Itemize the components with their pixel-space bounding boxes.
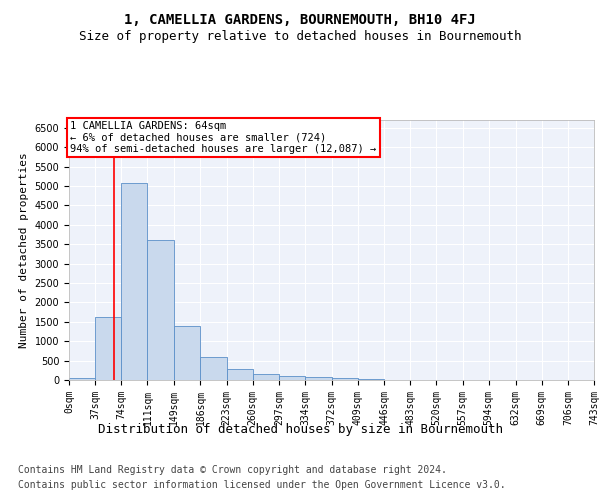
Text: 1, CAMELLIA GARDENS, BOURNEMOUTH, BH10 4FJ: 1, CAMELLIA GARDENS, BOURNEMOUTH, BH10 4… bbox=[124, 12, 476, 26]
Text: Contains public sector information licensed under the Open Government Licence v3: Contains public sector information licen… bbox=[18, 480, 506, 490]
Bar bbox=[174, 326, 200, 380]
Bar bbox=[305, 377, 332, 380]
Bar bbox=[69, 378, 95, 380]
Bar bbox=[148, 240, 174, 380]
Y-axis label: Number of detached properties: Number of detached properties bbox=[19, 152, 29, 348]
Bar bbox=[253, 374, 279, 380]
Text: Distribution of detached houses by size in Bournemouth: Distribution of detached houses by size … bbox=[97, 422, 503, 436]
Text: Contains HM Land Registry data © Crown copyright and database right 2024.: Contains HM Land Registry data © Crown c… bbox=[18, 465, 447, 475]
Bar bbox=[227, 368, 253, 380]
Bar bbox=[332, 378, 358, 380]
Bar bbox=[200, 358, 227, 380]
Bar bbox=[279, 376, 305, 380]
Text: Size of property relative to detached houses in Bournemouth: Size of property relative to detached ho… bbox=[79, 30, 521, 43]
Bar bbox=[358, 378, 384, 380]
Bar bbox=[95, 316, 121, 380]
Text: 1 CAMELLIA GARDENS: 64sqm
← 6% of detached houses are smaller (724)
94% of semi-: 1 CAMELLIA GARDENS: 64sqm ← 6% of detach… bbox=[70, 121, 377, 154]
Bar bbox=[121, 184, 148, 380]
